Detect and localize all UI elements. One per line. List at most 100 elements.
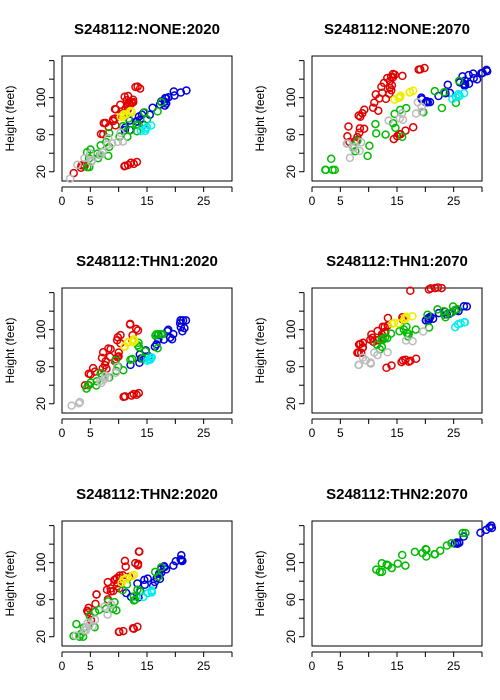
y-tick-label: 20 xyxy=(284,165,298,179)
x-tick-label: 25 xyxy=(197,659,211,673)
scatter-point xyxy=(103,610,112,619)
scatter-point xyxy=(109,116,118,126)
panel-title: S248112:NONE:2070 xyxy=(324,21,470,38)
scatter-point xyxy=(102,585,112,595)
scatter-point xyxy=(379,78,389,88)
scatter-point xyxy=(123,132,132,141)
scatter-point xyxy=(368,333,377,342)
x-tick-label: 25 xyxy=(197,426,211,440)
plot-frame xyxy=(61,55,233,182)
scatter-point xyxy=(71,631,80,640)
scatter-point xyxy=(147,586,156,595)
scatter-point xyxy=(104,344,113,353)
x-tick-label: 5 xyxy=(87,194,94,208)
plot-frame xyxy=(311,55,483,182)
panel-title: S248112:NONE:2020 xyxy=(74,21,220,38)
scatter-point xyxy=(421,98,431,107)
panel-title: S248112:THN1:2020 xyxy=(76,253,218,270)
scatter-point xyxy=(120,392,130,401)
scatter-point xyxy=(468,69,478,78)
scatter-point xyxy=(380,322,389,332)
scatter-point xyxy=(487,521,496,530)
scatter-point xyxy=(397,357,406,367)
scatter-point xyxy=(177,551,186,560)
scatter-point xyxy=(414,65,423,74)
scatter-point xyxy=(154,572,163,581)
scatter-point xyxy=(354,111,363,120)
scatter-point xyxy=(140,126,150,136)
scatter-point xyxy=(92,376,102,386)
scatter-point xyxy=(386,329,396,338)
scatter-point xyxy=(406,356,415,366)
scatter-point xyxy=(421,544,430,554)
scatter-point xyxy=(363,151,372,161)
scatter-point xyxy=(382,363,391,373)
scatter-point xyxy=(134,547,144,556)
scatter-point xyxy=(356,138,366,147)
scatter-point xyxy=(127,108,136,117)
scatter-point xyxy=(123,337,133,347)
y-tick-label: 100 xyxy=(34,319,48,339)
scatter-point xyxy=(459,89,469,98)
scatter-point xyxy=(152,340,161,349)
y-axis-label: Height (feet) xyxy=(253,550,267,616)
scatter-point xyxy=(374,106,383,115)
data-points xyxy=(372,521,497,577)
x-tick-label: 0 xyxy=(59,426,66,440)
scatter-point xyxy=(458,528,467,538)
scatter-point xyxy=(140,580,150,590)
scatter-point xyxy=(401,561,410,570)
scatter-point xyxy=(408,312,417,321)
y-tick-label: 60 xyxy=(284,593,298,607)
scatter-point xyxy=(326,154,336,164)
scatter-point xyxy=(384,116,393,125)
scatter-point xyxy=(459,301,469,311)
scatter-point xyxy=(383,313,393,323)
scatter-point xyxy=(80,153,89,163)
scatter-point xyxy=(353,348,363,358)
scatter-point xyxy=(86,370,95,379)
x-tick-label: 15 xyxy=(140,426,154,440)
scatter-point xyxy=(126,125,135,135)
scatter-point xyxy=(371,119,380,129)
scatter-point xyxy=(356,112,365,122)
scatter-point xyxy=(125,319,135,329)
scatter-point xyxy=(366,359,376,368)
scatter-point xyxy=(129,389,138,399)
scatter-point xyxy=(383,348,392,357)
scatter-point xyxy=(140,108,149,117)
scatter-point xyxy=(167,335,177,344)
scatter-panel-3: S248112:THN1:2020 0 5 15 25 20 60 100 Height (fe… xyxy=(3,253,233,440)
scatter-point xyxy=(107,139,117,148)
scatter-point xyxy=(169,87,179,96)
y-axis-label: Height (feet) xyxy=(3,550,17,616)
scatter-point xyxy=(161,99,171,108)
data-points xyxy=(65,82,191,183)
x-tick-label: 5 xyxy=(337,194,344,208)
scatter-point xyxy=(447,308,456,317)
scatter-point xyxy=(401,336,411,345)
scatter-point xyxy=(132,157,142,167)
scatter-point xyxy=(356,348,366,358)
plot-frame xyxy=(61,520,233,647)
scatter-point xyxy=(393,318,403,328)
y-tick-label: 20 xyxy=(34,630,48,644)
scatter-point xyxy=(112,362,122,371)
scatter-panel-5: S248112:THN2:2020 0 5 15 25 20 60 100 Height (fe… xyxy=(3,486,233,673)
y-tick-label: 60 xyxy=(34,593,48,607)
scatter-point xyxy=(397,550,407,560)
data-points xyxy=(353,283,472,373)
scatter-point xyxy=(418,327,428,336)
scatter-point xyxy=(85,162,94,172)
scatter-point xyxy=(97,353,107,363)
scatter-point xyxy=(113,137,123,147)
scatter-point xyxy=(442,541,452,550)
scatter-point xyxy=(121,562,130,571)
scatter-point xyxy=(128,95,138,104)
scatter-point xyxy=(454,76,464,86)
y-tick-label: 100 xyxy=(284,552,298,572)
data-points xyxy=(69,547,187,641)
scatter-point xyxy=(160,97,169,106)
scatter-point xyxy=(156,563,166,572)
scatter-point xyxy=(395,114,405,123)
